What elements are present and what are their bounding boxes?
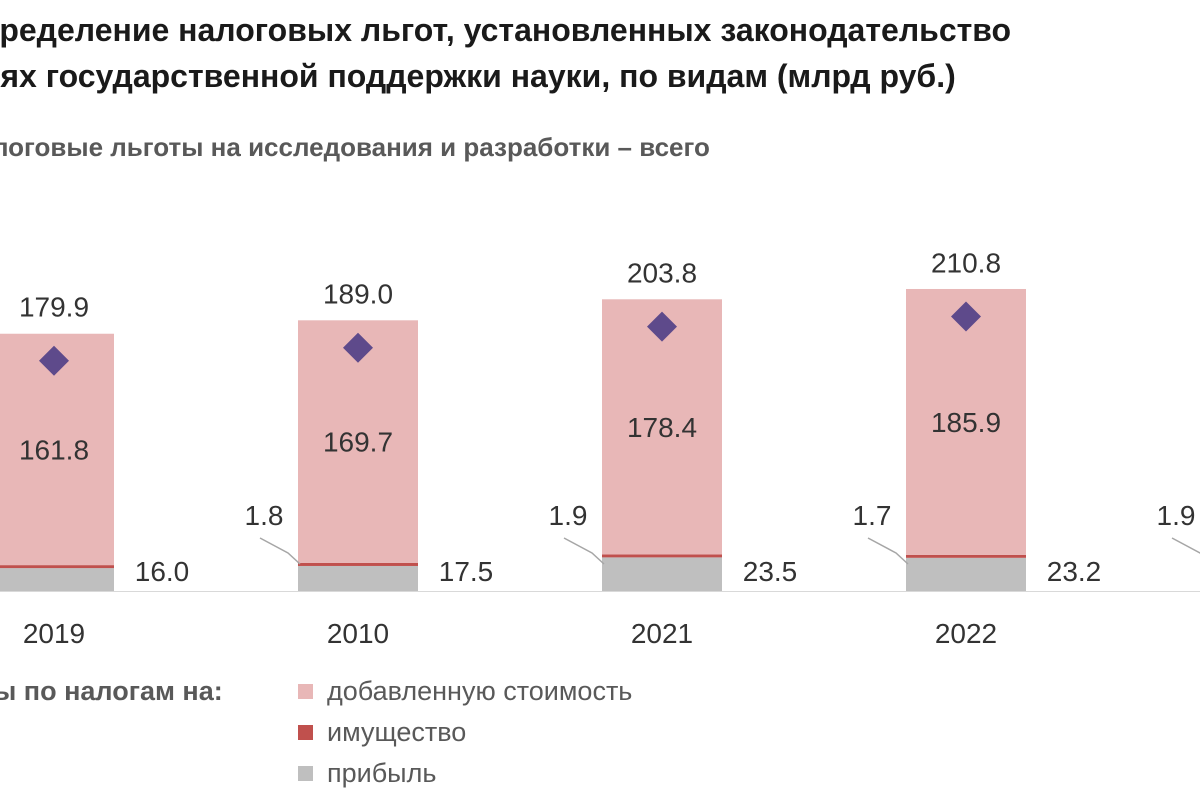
leader-line-property [1171, 537, 1200, 555]
bar-segment-vat [602, 299, 722, 555]
total-marker-diamond [951, 301, 981, 332]
data-label-vat: 178.4 [627, 412, 697, 443]
bar-segment-profit [0, 568, 114, 591]
data-label-profit: 23.2 [1047, 556, 1102, 587]
legend-label-vat: добавленную стоимость [327, 676, 633, 706]
legend-swatch-vat [298, 684, 313, 699]
data-label-profit: 16.0 [135, 556, 190, 587]
legend-item-property: имущество [298, 717, 466, 748]
bar-segment-property [0, 565, 114, 569]
legend-label-profit: прибыль [327, 758, 437, 788]
data-label-total: 203.8 [627, 258, 697, 289]
data-label-total: 179.9 [19, 292, 89, 323]
bar-segment-property [906, 554, 1026, 558]
total-marker-diamond [343, 332, 373, 363]
legend-swatch-property [298, 725, 313, 740]
data-label-profit: 23.5 [743, 556, 798, 587]
legend-label-property: имущество [327, 717, 467, 747]
leader-line-property [259, 537, 301, 565]
chart-subtitle: логовые льготы на исследования и разрабо… [0, 132, 710, 162]
leader-line-property [867, 537, 909, 565]
data-label-property: 1.9 [1157, 500, 1196, 531]
x-tick-label: 2010 [327, 618, 389, 649]
x-tick-label: 2019 [23, 618, 85, 649]
data-label-total: 210.8 [931, 248, 1001, 279]
x-tick-label: 2022 [935, 618, 997, 649]
total-marker-diamond [39, 345, 69, 376]
data-label-property: 1.8 [245, 500, 284, 531]
legend-item-profit: прибыль [298, 758, 436, 789]
leader-line-property [563, 537, 605, 565]
data-label-vat: 185.9 [931, 407, 1001, 438]
x-tick-label: 2021 [631, 618, 693, 649]
data-label-vat: 161.8 [19, 434, 89, 465]
bar-segment-profit [298, 565, 418, 591]
data-label-vat: 169.7 [323, 427, 393, 458]
data-label-profit: 17.5 [439, 556, 494, 587]
data-label-property: 1.7 [853, 500, 892, 531]
bar-segment-vat [906, 288, 1026, 555]
bar-segment-property [298, 562, 418, 566]
legend-item-vat: добавленную стоимость [298, 676, 632, 707]
chart-title-line-2: лях государственной поддержки науки, по … [0, 58, 956, 94]
chart-title-line-1: пределение налоговых льгот, установленны… [0, 12, 1012, 48]
bar-segment-property [602, 554, 722, 558]
bar-segment-profit [906, 557, 1026, 591]
data-label-total: 189.0 [323, 279, 393, 310]
total-marker-diamond [647, 311, 677, 342]
data-label-property: 1.9 [549, 500, 588, 531]
legend-title: ты по налогам на: [0, 676, 223, 706]
legend-swatch-profit [298, 766, 313, 781]
bar-segment-profit [602, 557, 722, 591]
